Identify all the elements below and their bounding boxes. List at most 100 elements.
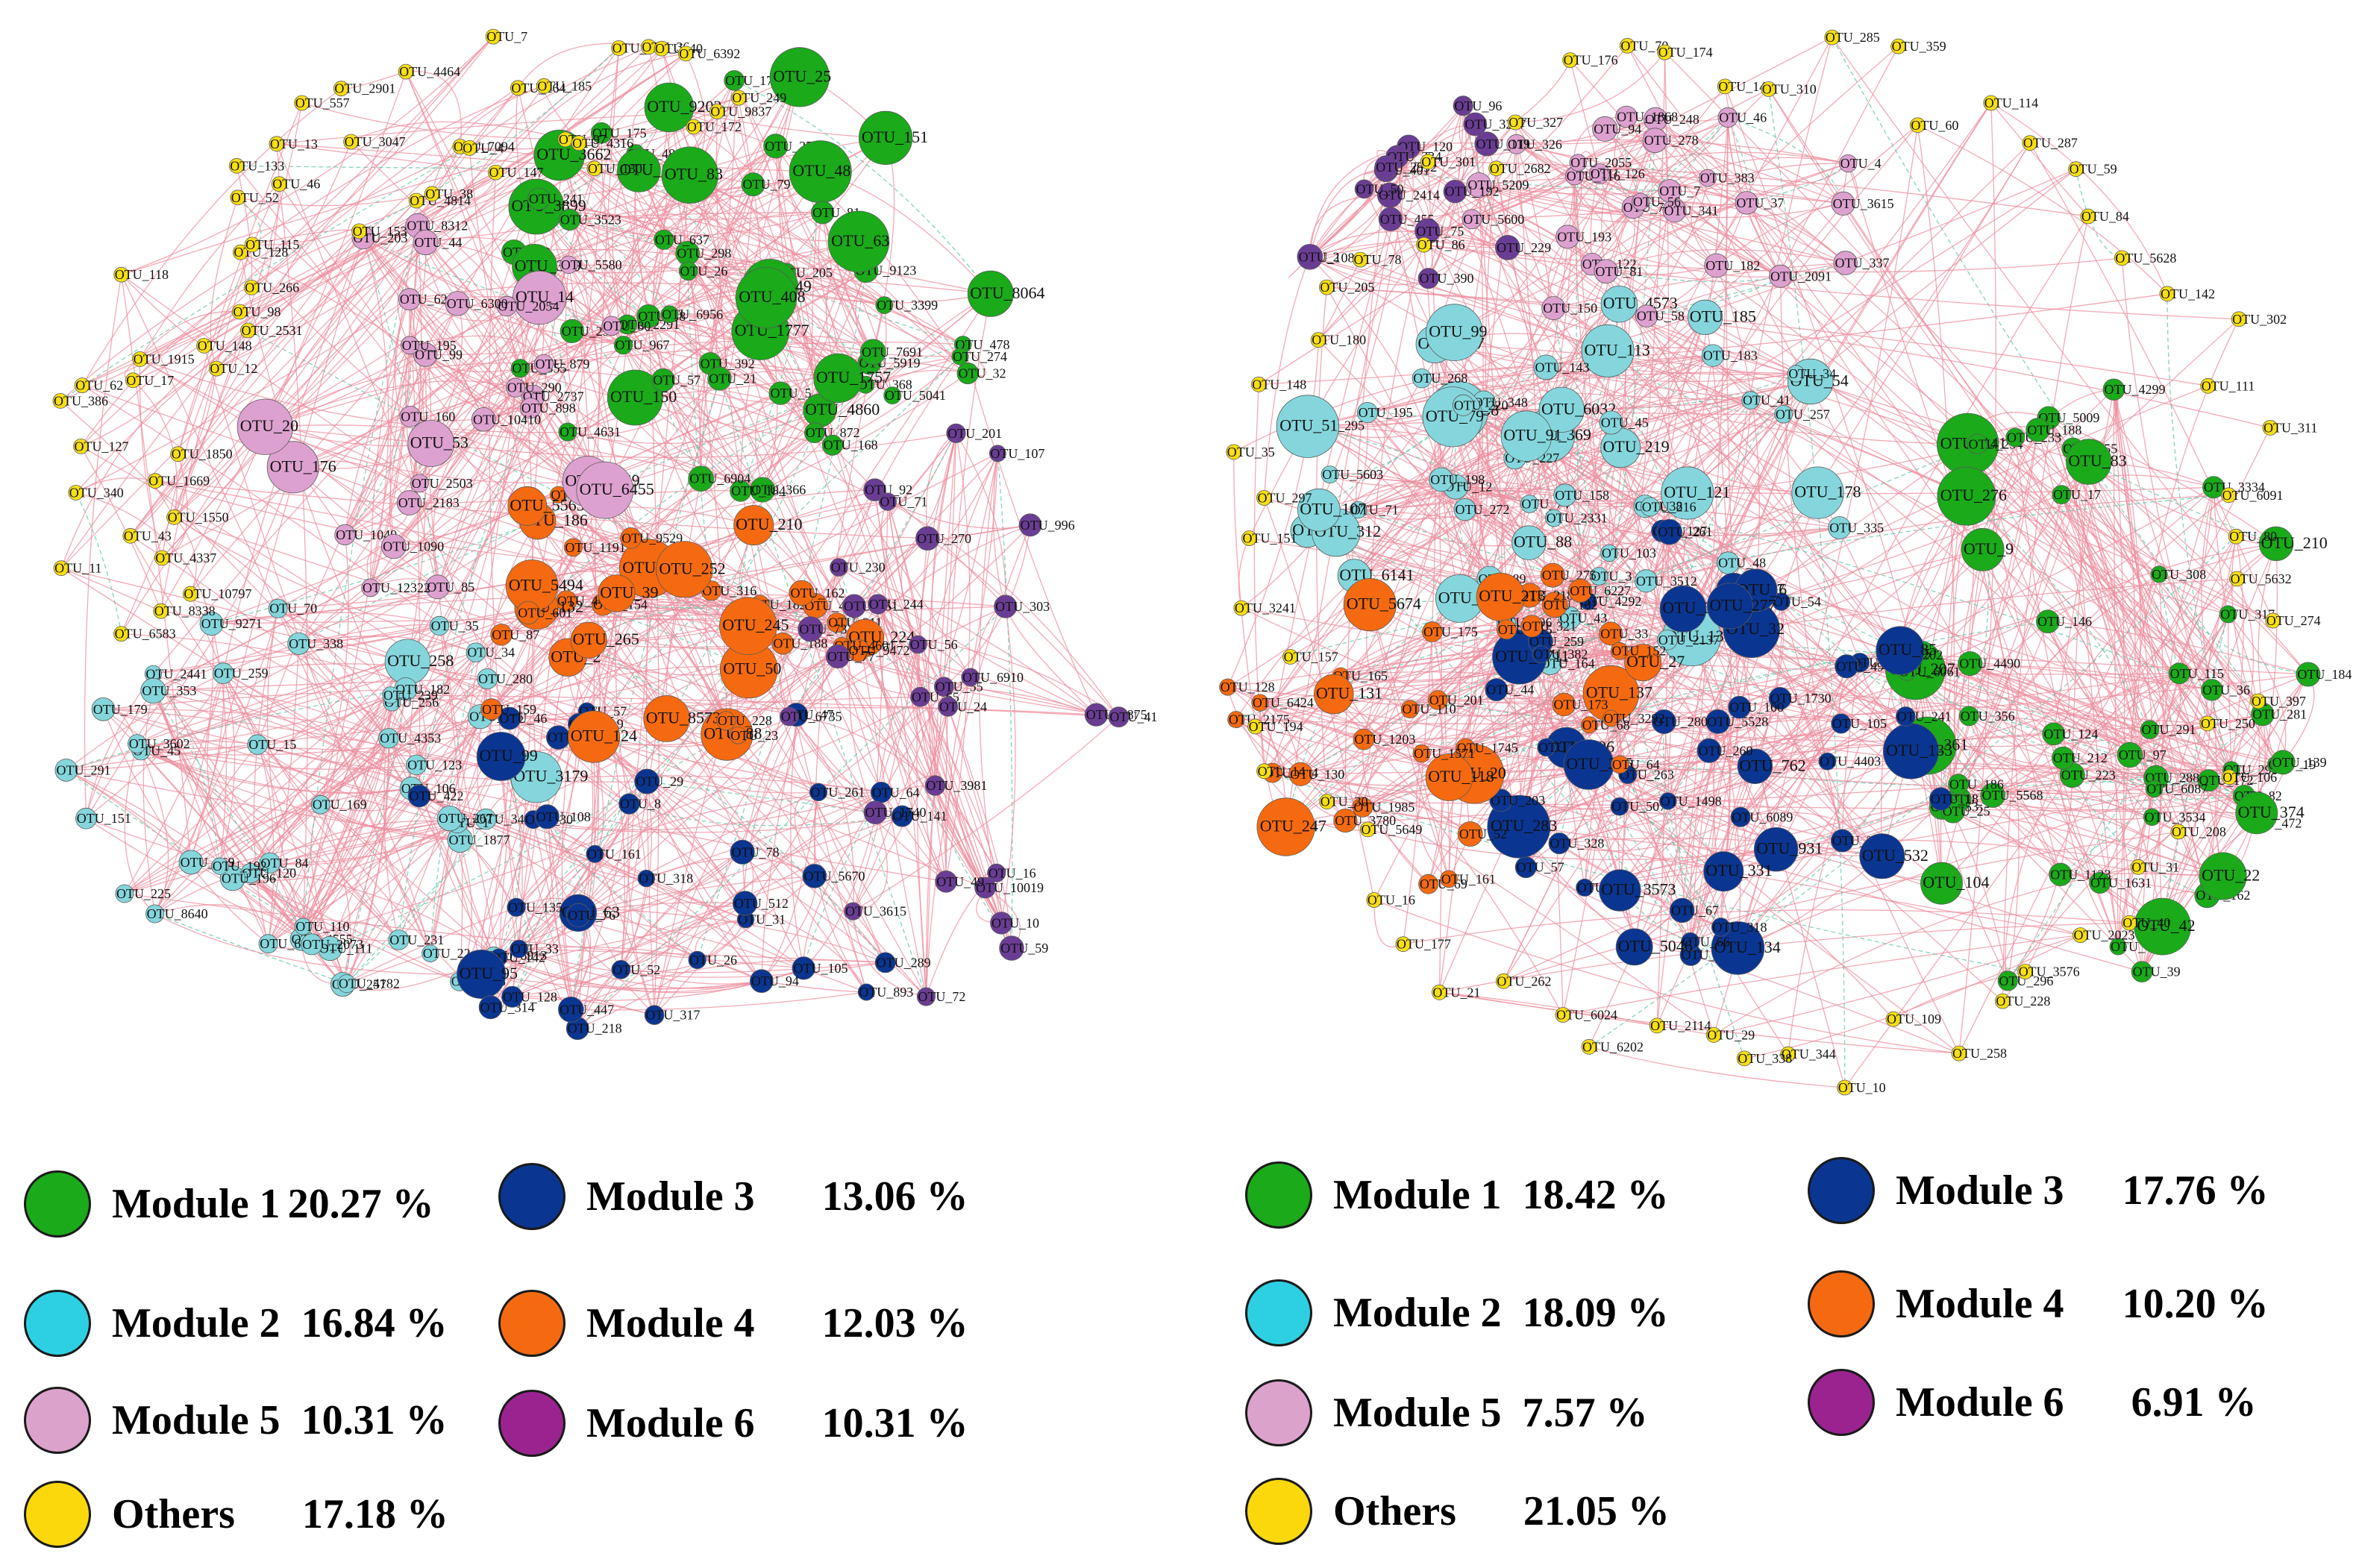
positive-edge xyxy=(927,433,957,882)
positive-edge xyxy=(66,769,313,945)
otu-node-label: OTU_11 xyxy=(54,561,101,576)
otu-node-module6 xyxy=(878,492,897,511)
positive-edge xyxy=(1354,316,1706,577)
positive-edge xyxy=(1605,128,1843,204)
positive-edge xyxy=(130,47,620,536)
positive-edge xyxy=(1917,125,2168,295)
otu-node-label: OTU_81 xyxy=(1595,264,1643,279)
otu-node-module3 xyxy=(809,783,828,802)
otu-node-label: OTU_283 xyxy=(1491,816,1557,835)
otu-node-label: OTU_4299 xyxy=(2105,382,2166,397)
otu-node-module3 xyxy=(1929,787,1953,811)
otu-node-module1 xyxy=(527,187,551,210)
otu-node-label: OTU_105 xyxy=(794,961,848,976)
otu-node-module5 xyxy=(576,461,634,519)
otu-node-others xyxy=(154,550,170,566)
positive-edge xyxy=(1416,753,1450,879)
otu-node-others xyxy=(1395,936,1412,953)
otu-node-label: OTU_64 xyxy=(1612,757,1660,772)
otu-node-module3 xyxy=(1659,585,1707,633)
otu-node-label: OTU_5632 xyxy=(2231,571,2292,586)
positive-edge xyxy=(124,673,224,894)
positive-edge xyxy=(1427,161,2273,621)
otu-node-module5 xyxy=(1466,172,1492,198)
otu-node-label: OTU_5528 xyxy=(1707,714,1768,729)
otu-node-module2 xyxy=(1350,501,1367,519)
positive-edge xyxy=(2072,448,2224,876)
otu-node-label: OTU_366 xyxy=(751,483,806,498)
otu-node-label: OTU_75 xyxy=(1416,224,1464,239)
otu-node-label: OTU_557 xyxy=(295,95,350,110)
otu-node-label: OTU_3 xyxy=(1591,569,1632,584)
otu-node-module5 xyxy=(410,474,429,493)
positive-edge xyxy=(592,537,631,605)
positive-edge xyxy=(1740,669,1916,818)
otu-node-module2 xyxy=(1545,509,1563,527)
otu-node-module4 xyxy=(620,527,642,549)
positive-edge xyxy=(153,689,389,739)
positive-edge xyxy=(1353,271,1607,577)
positive-edge xyxy=(577,851,743,915)
positive-edge xyxy=(153,607,537,674)
legend-swatch-icon xyxy=(24,1481,91,1548)
otu-node-module2 xyxy=(1661,466,1714,520)
negative-edge xyxy=(577,606,1006,1029)
positive-edge xyxy=(1503,142,2031,982)
otu-node-label: OTU_392 xyxy=(701,356,755,371)
positive-edge xyxy=(1369,604,1450,879)
positive-edge xyxy=(173,231,360,518)
otu-node-module2 xyxy=(1774,404,1793,424)
otu-node-module4 xyxy=(1333,809,1358,833)
otu-node-module3 xyxy=(1703,851,1744,892)
positive-edge xyxy=(1540,641,1664,722)
otu-node-label: OTU_25 xyxy=(773,66,831,85)
otu-node-module3 xyxy=(857,983,875,1001)
otu-node-label: OTU_111 xyxy=(319,941,373,956)
positive-edge xyxy=(1667,355,1714,801)
otu-node-label: OTU_13 xyxy=(270,137,318,151)
positive-edge xyxy=(346,738,389,984)
positive-edge xyxy=(139,359,163,559)
otu-node-others xyxy=(2221,769,2237,785)
otu-node-module4 xyxy=(1496,619,1517,640)
otu-node-module3 xyxy=(1681,932,1700,951)
otu-node-label: OTU_16 xyxy=(989,865,1036,880)
otu-node-label: OTU_83 xyxy=(665,165,723,184)
negative-edge xyxy=(363,237,612,327)
otu-node-module6 xyxy=(1474,131,1500,157)
otu-node-module1 xyxy=(2201,679,2223,701)
positive-edge xyxy=(577,791,882,1029)
positive-edge xyxy=(654,714,797,1015)
legend-right: Module 1 18.42 % Module 3 17.76 % Module… xyxy=(1178,1141,2356,1568)
positive-edge xyxy=(498,956,762,990)
otu-node-module2 xyxy=(128,734,147,753)
otu-node-label: OTU_1745 xyxy=(1457,741,1518,756)
positive-edge xyxy=(1967,443,2228,615)
otu-node-module1 xyxy=(813,353,863,404)
otu-node-label: OTU_3981 xyxy=(926,778,987,793)
negative-edge xyxy=(66,769,304,927)
otu-node-others xyxy=(1431,984,1447,1000)
otu-node-label: OTU_218 xyxy=(568,1021,622,1036)
otu-node-label: OTU_3292 xyxy=(1604,711,1665,726)
positive-edge xyxy=(586,710,903,817)
otu-node-module6 xyxy=(989,445,1006,462)
otu-node-module2 xyxy=(429,615,450,636)
positive-edge xyxy=(1599,151,1849,175)
positive-edge xyxy=(1397,156,1508,248)
otu-node-label: OTU_192 xyxy=(213,859,267,874)
positive-edge xyxy=(81,330,248,447)
otu-node-module3 xyxy=(1610,797,1629,816)
otu-node-module3 xyxy=(749,969,774,993)
positive-edge xyxy=(1898,654,2256,824)
otu-node-others xyxy=(611,40,627,56)
otu-node-module5 xyxy=(1461,209,1482,230)
positive-edge xyxy=(737,735,886,963)
positive-edge xyxy=(601,133,624,345)
otu-node-label: OTU_50 xyxy=(723,659,781,677)
otu-node-label: OTU_1868 xyxy=(1617,110,1678,125)
otu-node-label: OTU_268 xyxy=(1413,371,1467,386)
positive-edge xyxy=(512,815,903,997)
positive-edge xyxy=(1408,146,1508,248)
positive-edge xyxy=(1241,607,2208,724)
